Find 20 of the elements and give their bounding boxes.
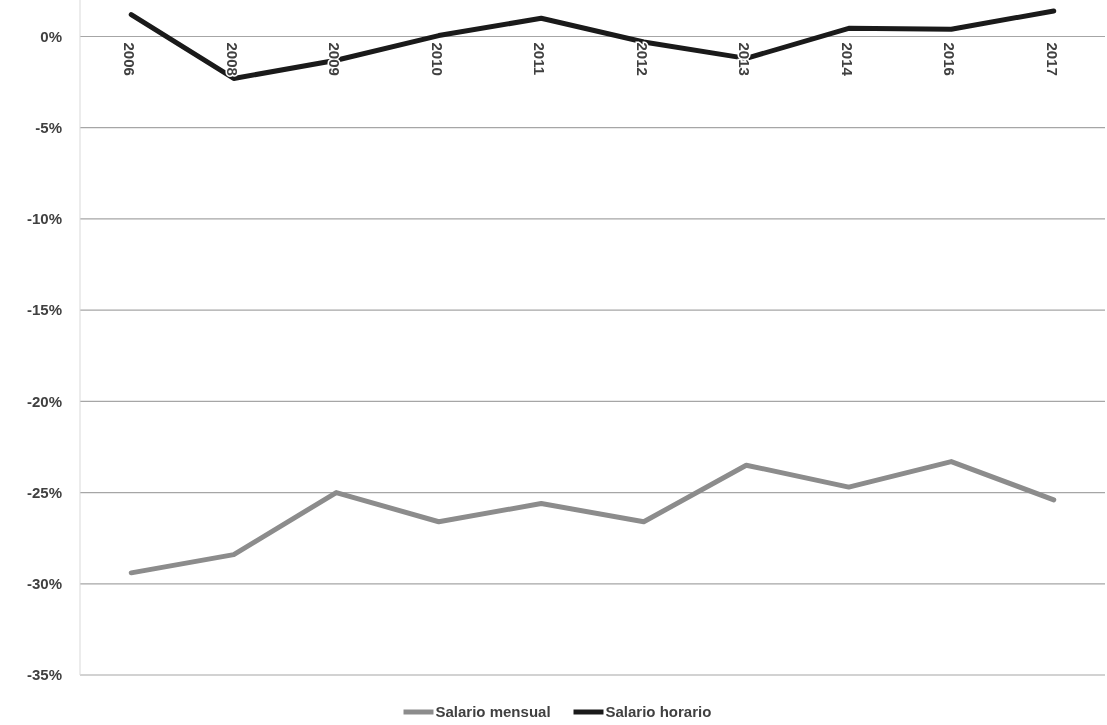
x-tick-label: 2014 — [838, 42, 856, 77]
legend-label: Salario mensual — [435, 703, 551, 721]
x-tick-label: 2008 — [223, 42, 241, 76]
x-tick-label: 2017 — [1043, 42, 1061, 76]
y-tick-label: -20% — [26, 392, 62, 410]
legend-label: Salario horario — [605, 703, 712, 721]
x-tick-label: 2011 — [531, 42, 549, 76]
x-tick-label: 2009 — [326, 42, 344, 76]
x-tick-label: 2006 — [121, 42, 139, 76]
x-tick-label: 2013 — [736, 42, 754, 76]
y-tick-label: -25% — [26, 483, 62, 501]
y-tick-label: -35% — [26, 666, 62, 684]
x-tick-label: 2016 — [941, 42, 959, 76]
y-tick-label: 0% — [40, 27, 62, 45]
y-tick-label: -10% — [26, 210, 62, 228]
y-tick-label: -15% — [26, 301, 62, 319]
y-tick-label: -30% — [26, 575, 62, 593]
x-tick-label: 2012 — [633, 42, 651, 76]
y-tick-label: -5% — [35, 118, 62, 136]
x-tick-label: 2010 — [428, 42, 446, 76]
